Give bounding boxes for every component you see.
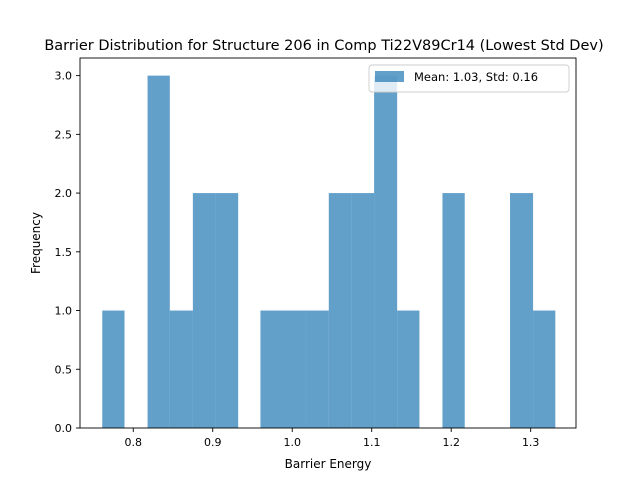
x-tick-label: 1.3 (522, 436, 540, 449)
histogram-bar (306, 310, 329, 428)
histogram-bar (192, 193, 216, 428)
histogram-bar (283, 310, 307, 428)
histogram-bar (397, 310, 420, 428)
y-tick-label: 0.0 (55, 422, 73, 435)
plot-frame (79, 57, 577, 429)
legend: Mean: 1.03, Std: 0.16 (368, 64, 570, 93)
y-tick-label: 2.0 (55, 187, 73, 200)
histogram-bar (442, 193, 465, 428)
x-tick-label: 0.9 (204, 436, 222, 449)
y-axis-label: Frequency (29, 212, 43, 274)
x-tick-label: 1.2 (442, 436, 460, 449)
histogram-bar (533, 310, 556, 428)
legend-label: Mean: 1.03, Std: 0.16 (414, 70, 538, 84)
y-axis-ticks: 0.0 0.5 1.0 1.5 2.0 2.5 3.0 (55, 70, 80, 435)
y-tick-label: 1.5 (55, 246, 73, 259)
legend-box (368, 64, 570, 93)
x-axis-ticks: 0.8 0.9 1.0 1.1 1.2 1.3 (125, 428, 540, 449)
histogram-bar (328, 193, 352, 428)
histogram-bar (102, 310, 125, 428)
histogram-bar (351, 193, 375, 428)
legend-swatch (375, 71, 404, 82)
histogram-bar (147, 75, 170, 429)
histogram-bar (169, 310, 193, 428)
x-axis-label: Barrier Energy (285, 457, 372, 471)
y-tick-label: 0.5 (55, 363, 73, 376)
histogram-bar (215, 193, 239, 428)
histogram-bar (260, 310, 284, 428)
histogram-bar (510, 193, 534, 428)
chart-title: Barrier Distribution for Structure 206 i… (44, 38, 603, 54)
x-tick-label: 1.0 (283, 436, 301, 449)
y-tick-label: 1.0 (55, 305, 73, 318)
y-tick-label: 3.0 (55, 70, 73, 83)
x-tick-label: 1.1 (363, 436, 381, 449)
histogram-bars (102, 75, 556, 429)
y-tick-label: 2.5 (55, 128, 73, 141)
x-tick-label: 0.8 (125, 436, 143, 449)
histogram-bar (374, 75, 398, 429)
